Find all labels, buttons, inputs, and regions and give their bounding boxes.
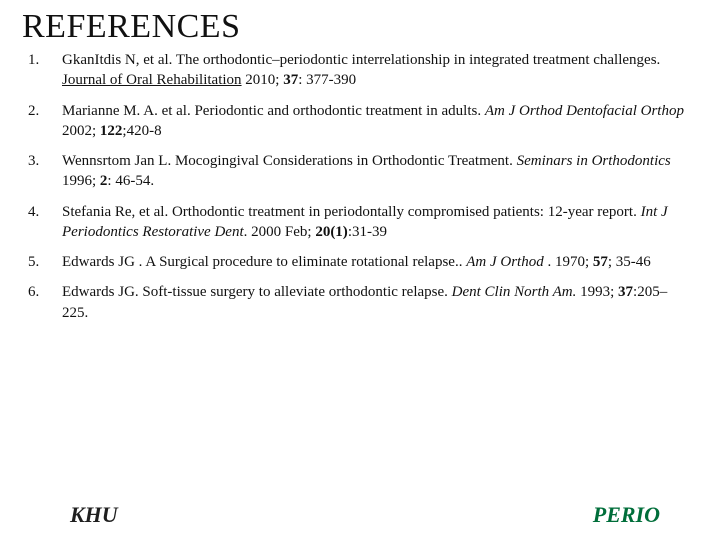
slide: REFERENCES 1.GkanItdis N, et al. The ort… — [0, 0, 720, 540]
footer-right: PERIO — [593, 502, 660, 528]
reference-number: 1. — [28, 50, 62, 70]
reference-item: 3. Wennsrtom Jan L. Mocogingival Conside… — [28, 151, 692, 192]
footer: KHU PERIO — [0, 502, 720, 528]
footer-left: KHU — [70, 502, 118, 528]
reference-text: Wennsrtom Jan L. Mocogingival Considerat… — [62, 151, 692, 192]
reference-number: 2. — [28, 101, 62, 121]
reference-item: 2.Marianne M. A. et al. Periodontic and … — [28, 101, 692, 142]
reference-item: 5.Edwards JG . A Surgical procedure to e… — [28, 252, 692, 272]
reference-text: Edwards JG . A Surgical procedure to eli… — [62, 252, 692, 272]
page-title: REFERENCES — [0, 0, 720, 50]
reference-number: 5. — [28, 252, 62, 272]
reference-text: Edwards JG. Soft-tissue surgery to allev… — [62, 282, 692, 323]
reference-item: 4.Stefania Re, et al. Orthodontic treatm… — [28, 202, 692, 243]
reference-item: 1.GkanItdis N, et al. The orthodontic–pe… — [28, 50, 692, 91]
reference-text: GkanItdis N, et al. The orthodontic–peri… — [62, 50, 692, 91]
reference-text: Marianne M. A. et al. Periodontic and or… — [62, 101, 692, 142]
reference-number: 4. — [28, 202, 62, 222]
reference-item: 6.Edwards JG. Soft-tissue surgery to all… — [28, 282, 692, 323]
reference-text: Stefania Re, et al. Orthodontic treatmen… — [62, 202, 692, 243]
reference-list: 1.GkanItdis N, et al. The orthodontic–pe… — [28, 50, 692, 323]
reference-number: 3. — [28, 151, 62, 171]
reference-number: 6. — [28, 282, 62, 302]
